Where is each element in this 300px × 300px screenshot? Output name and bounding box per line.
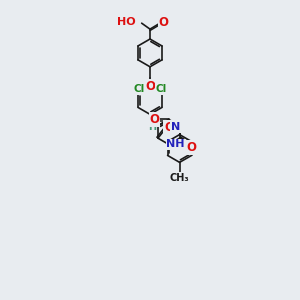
Text: Cl: Cl xyxy=(155,84,167,94)
Text: HO: HO xyxy=(117,16,136,27)
Text: O: O xyxy=(187,141,196,154)
Text: O: O xyxy=(149,113,160,126)
Text: Cl: Cl xyxy=(133,84,145,94)
Text: O: O xyxy=(145,80,155,93)
Text: H: H xyxy=(148,122,156,132)
Text: O: O xyxy=(164,121,174,134)
Text: O: O xyxy=(159,16,169,29)
Text: NH: NH xyxy=(167,140,185,149)
Text: N: N xyxy=(171,122,180,132)
Text: CH₃: CH₃ xyxy=(170,172,189,183)
